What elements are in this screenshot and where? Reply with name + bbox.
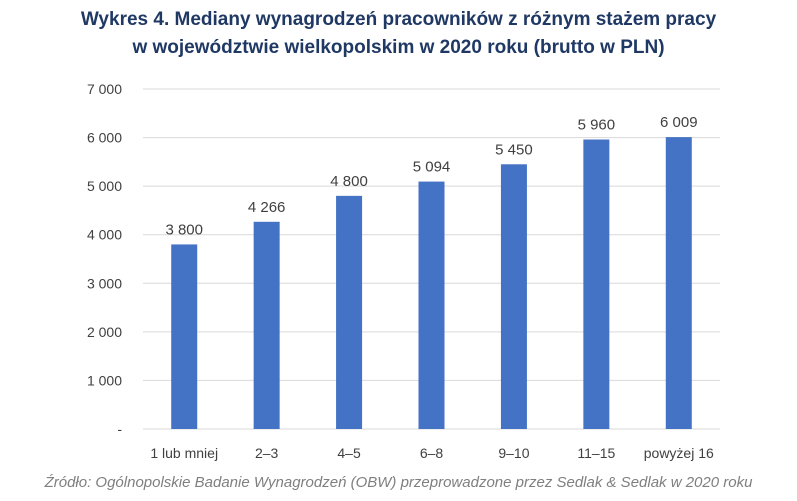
bar (171, 244, 198, 429)
y-tick-label: 4 000 (87, 227, 122, 243)
bar (500, 164, 527, 430)
data-label: 5 960 (578, 117, 616, 134)
data-label: 3 800 (165, 221, 203, 238)
bar (253, 221, 280, 429)
y-tick-label: 3 000 (87, 275, 122, 291)
data-label: 5 094 (413, 159, 451, 176)
x-tick-label: 9–10 (498, 445, 529, 461)
x-tick-label: powyżej 16 (644, 445, 714, 461)
bar (665, 137, 692, 430)
chart-title: Wykres 4. Mediany wynagrodzeń pracownikó… (0, 6, 797, 62)
source-note: Źródło: Ogólnopolskie Badanie Wynagrodze… (44, 474, 753, 491)
y-tick-label: 6 000 (87, 130, 122, 146)
bar (336, 195, 363, 429)
y-tick-label: 1 000 (87, 372, 122, 388)
data-label: 6 009 (660, 114, 698, 131)
x-tick-label: 2–3 (255, 445, 279, 461)
data-label: 5 450 (495, 141, 533, 158)
x-tick-label: 1 lub mniej (150, 445, 218, 461)
x-tick-label: 6–8 (420, 445, 444, 461)
y-tick-label: 2 000 (87, 324, 122, 340)
y-tick-label: 7 000 (87, 81, 122, 97)
y-tick-label: 5 000 (87, 178, 122, 194)
data-label: 4 266 (248, 199, 286, 216)
chart-title-line1: Wykres 4. Mediany wynagrodzeń pracownikó… (80, 9, 717, 30)
chart-title-line2: w województwie wielkopolskim w 2020 roku… (132, 37, 665, 58)
x-tick-label: 11–15 (577, 445, 615, 461)
bar-chart: - 1 000 2 000 3 000 4 000 5 000 6 000 7 000 3 80… (87, 81, 720, 461)
bar (583, 139, 610, 429)
y-tick-label: - (117, 421, 122, 437)
bar (418, 181, 445, 429)
data-label: 4 800 (330, 173, 368, 190)
x-tick-label: 4–5 (337, 445, 361, 461)
